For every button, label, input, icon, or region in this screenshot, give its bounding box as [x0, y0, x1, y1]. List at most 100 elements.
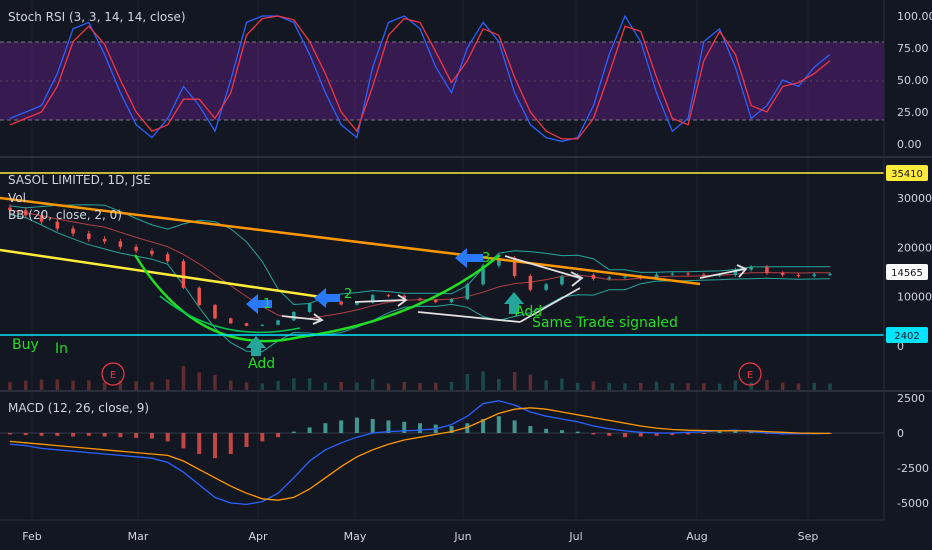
- y-tick-label: 75.00: [897, 42, 929, 55]
- price-tag-label: 14565: [891, 268, 923, 279]
- volume-bar: [607, 383, 611, 390]
- annotation-number-1: 1: [263, 297, 271, 312]
- volume-bar: [528, 374, 533, 390]
- white-arrow-6: [699, 268, 746, 279]
- macd-histogram-bar: [591, 433, 596, 435]
- macd-histogram-bar: [638, 433, 643, 437]
- annotation-buy: Buy: [12, 337, 39, 353]
- blue-arrows: [246, 248, 483, 314]
- candle-body: [686, 273, 690, 275]
- x-tick-label: Jun: [453, 530, 471, 543]
- volume-bar: [686, 383, 690, 390]
- volume-bar: [339, 382, 343, 390]
- macd-histogram-bar: [276, 433, 281, 438]
- macd-histogram-bar: [607, 433, 612, 436]
- right-axis: 100.00 75.00 50.00 25.00 0.00 30000 20000 10000…: [897, 10, 932, 510]
- volume-bars: [8, 366, 832, 390]
- volume-bar: [418, 383, 422, 390]
- y-tick-label: 100.00: [897, 10, 932, 23]
- x-tick-label: Apr: [248, 530, 268, 543]
- volume-bar: [796, 383, 801, 390]
- trendline-orange: [0, 196, 701, 286]
- volume-bar: [39, 379, 44, 390]
- candle-body: [449, 299, 454, 303]
- x-tick-label: Mar: [128, 530, 149, 543]
- volume-bar: [370, 379, 375, 390]
- macd-histogram: [8, 416, 832, 459]
- candle-body: [8, 207, 12, 211]
- candle-body: [244, 323, 249, 326]
- macd-histogram-bar: [402, 421, 407, 433]
- candle-body: [197, 287, 201, 306]
- bottom-axis: Feb Mar Apr May Jun Jul Aug Sep: [22, 530, 818, 543]
- macd-histogram-bar: [512, 420, 517, 433]
- candle-body: [24, 210, 28, 216]
- price-tag-label: 35410: [891, 169, 923, 180]
- candle-body: [260, 324, 265, 326]
- blue-arrow-2: [314, 288, 340, 308]
- candle-body: [796, 274, 801, 276]
- candle-body: [654, 274, 659, 278]
- annotation-same-trade: Same Trade signaled: [532, 315, 678, 331]
- price-tag: 35410: [886, 165, 928, 181]
- candle-body: [481, 265, 485, 285]
- volume-bar: [812, 383, 816, 390]
- volume-bar: [512, 372, 517, 390]
- macd-histogram-bar: [55, 433, 60, 436]
- annotation-in: In: [55, 341, 68, 357]
- macd-histogram-bar: [102, 433, 107, 437]
- white-arrow-4: [504, 255, 581, 279]
- price-panel: 1 2 3 Add Add Same Trade signaled Buy In…: [0, 172, 884, 390]
- teal-up-arrow-1: [246, 336, 266, 356]
- volume-bar: [670, 383, 675, 390]
- stoch-rsi-title: Stoch RSI (3, 3, 14, 14, close): [8, 10, 186, 24]
- trendline-yellow: [0, 248, 329, 300]
- candle-body: [386, 295, 391, 297]
- white-arrow-1: [281, 315, 321, 321]
- annotation-add-2: Add: [515, 304, 542, 320]
- macd-histogram-bar: [528, 426, 533, 433]
- macd-histogram-bar: [354, 417, 359, 433]
- volume-bar: [260, 383, 265, 390]
- candle-body: [87, 233, 91, 239]
- volume-bar: [150, 381, 154, 390]
- price-title: SASOL LIMITED, 1D, JSE: [8, 173, 151, 187]
- y-tick-label: 0.00: [897, 138, 922, 151]
- earnings-marker-2[interactable]: E: [738, 362, 762, 386]
- price-tag: 14565: [886, 264, 928, 280]
- candle-body: [118, 241, 123, 247]
- macd-histogram-bar: [165, 433, 170, 442]
- macd-histogram-bar: [118, 433, 123, 438]
- volume-bar: [213, 375, 217, 390]
- candle-body: [512, 258, 517, 276]
- macd-histogram-bar: [386, 420, 391, 433]
- candle-body: [702, 274, 706, 276]
- volume-bar: [591, 381, 596, 390]
- macd-histogram-bar: [181, 433, 186, 449]
- y-tick-label: -5000: [897, 497, 929, 510]
- volume-bar: [292, 378, 296, 390]
- volume-bar: [575, 383, 580, 390]
- volume-bar: [197, 372, 201, 390]
- candle-body: [102, 238, 107, 242]
- macd-histogram-bar: [654, 433, 659, 436]
- volume-bar: [402, 382, 406, 390]
- cup-curve: [133, 254, 501, 343]
- y-tick-label: -2500: [897, 462, 929, 475]
- stoch-rsi-d-line: [9, 15, 831, 140]
- candle-body: [150, 250, 154, 255]
- white-arrow-6-head: [736, 264, 748, 278]
- macd-histogram-bar: [749, 431, 754, 433]
- macd-histogram-bar: [339, 420, 344, 433]
- volume-bar: [229, 380, 233, 390]
- x-tick-label: Sep: [798, 530, 819, 543]
- earnings-marker-1[interactable]: E: [101, 362, 125, 386]
- volume-bar: [307, 378, 312, 390]
- volume-bar: [71, 380, 75, 390]
- candle-body: [402, 295, 406, 299]
- candle-body: [733, 269, 738, 275]
- macd-histogram-bar: [323, 423, 328, 433]
- volume-bar: [87, 380, 91, 390]
